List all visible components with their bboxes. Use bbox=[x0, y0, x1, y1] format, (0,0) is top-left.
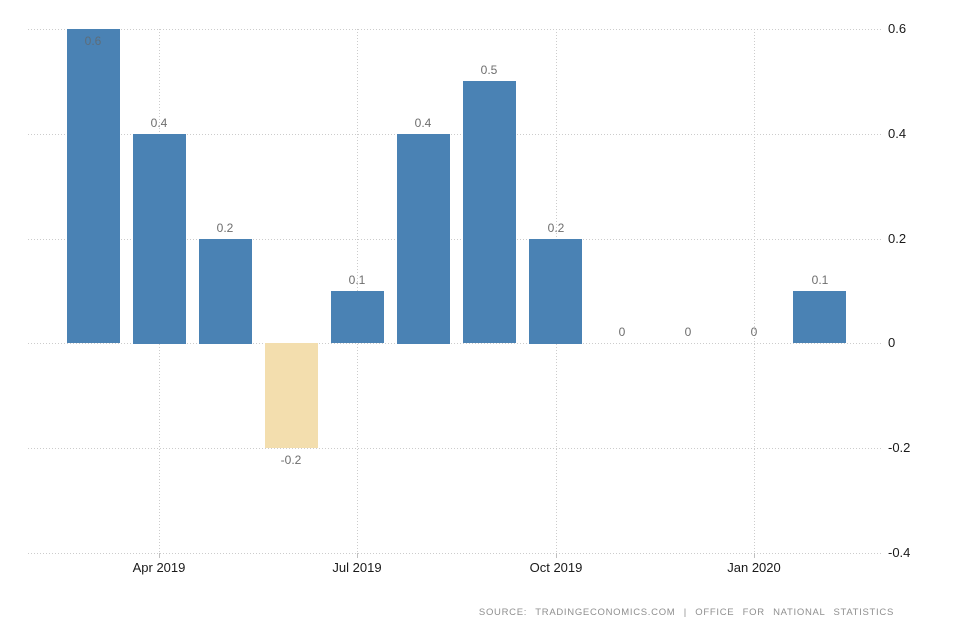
bar-value-label: 0 bbox=[750, 325, 758, 339]
y-axis-label: 0.2 bbox=[888, 231, 907, 246]
x-axis-label: Apr 2019 bbox=[132, 560, 186, 575]
bar-value-label: 0 bbox=[684, 325, 692, 339]
bar[interactable] bbox=[265, 343, 318, 448]
h-gridline bbox=[28, 239, 882, 240]
source-attribution: SOURCE: TRADINGECONOMICS.COM | OFFICE FO… bbox=[478, 607, 894, 618]
bar-value-label: 0.6 bbox=[84, 34, 102, 48]
bar[interactable] bbox=[67, 29, 120, 343]
v-gridline bbox=[754, 29, 755, 553]
bar[interactable] bbox=[133, 134, 186, 344]
bar-value-label: 0.2 bbox=[216, 221, 234, 235]
y-axis-label: 0 bbox=[888, 335, 896, 350]
bar-value-label: 0.1 bbox=[348, 273, 366, 287]
bar-value-label: 0.4 bbox=[150, 116, 168, 130]
bar[interactable] bbox=[793, 291, 846, 343]
bar[interactable] bbox=[199, 239, 252, 344]
bar-value-label: -0.2 bbox=[280, 453, 302, 467]
y-axis-label: -0.4 bbox=[888, 545, 911, 560]
h-gridline bbox=[28, 553, 882, 554]
bar-value-label: 0 bbox=[618, 325, 626, 339]
x-axis-tick bbox=[159, 553, 160, 558]
x-axis-tick bbox=[357, 553, 358, 558]
bar-value-label: 0.2 bbox=[547, 221, 565, 235]
bar-value-label: 0.4 bbox=[414, 116, 432, 130]
x-axis-tick bbox=[754, 553, 755, 558]
y-axis-label: 0.6 bbox=[888, 21, 907, 36]
x-axis-label: Jan 2020 bbox=[727, 560, 781, 575]
h-gridline bbox=[28, 448, 882, 449]
bar[interactable] bbox=[397, 134, 450, 344]
x-axis-tick bbox=[556, 553, 557, 558]
bar-value-label: 0.1 bbox=[811, 273, 829, 287]
bar-value-label: 0.5 bbox=[480, 63, 498, 77]
x-axis-label: Jul 2019 bbox=[332, 560, 382, 575]
y-axis-label: -0.2 bbox=[888, 440, 911, 455]
bar[interactable] bbox=[463, 81, 516, 343]
bar[interactable] bbox=[331, 291, 384, 343]
bar[interactable] bbox=[529, 239, 582, 344]
h-gridline bbox=[28, 29, 882, 30]
x-axis-label: Oct 2019 bbox=[529, 560, 583, 575]
y-axis-label: 0.4 bbox=[888, 126, 907, 141]
h-gridline bbox=[28, 134, 882, 135]
h-gridline bbox=[28, 343, 882, 344]
